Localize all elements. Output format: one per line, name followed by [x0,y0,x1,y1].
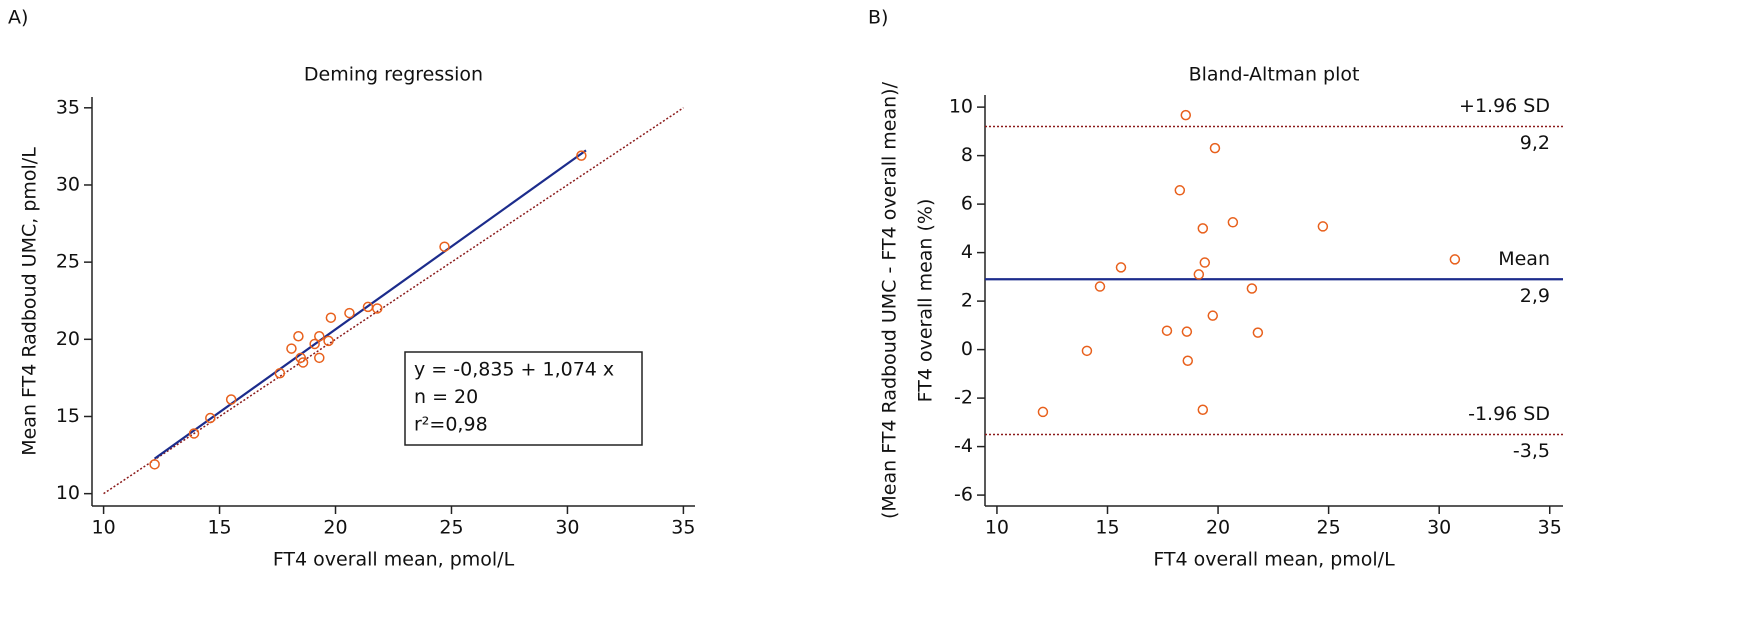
x-tick-label: 15 [207,517,231,539]
data-point [1252,327,1264,338]
y-tick-label: 2 [961,290,973,312]
x-tick-label: 30 [1427,517,1451,539]
annotation-text: n = 20 [414,386,478,408]
x-tick-label: 10 [92,517,116,539]
y-tick-label: 10 [56,482,80,504]
data-point [1209,142,1221,154]
data-point [225,394,237,405]
y-tick-label: 20 [56,328,80,350]
panel-label: B) [868,7,888,29]
data-point [286,343,297,354]
y-tick-label: 30 [56,173,80,195]
y-tick-label: 25 [56,251,80,273]
y-tick-label: 6 [961,193,973,215]
data-point [188,428,200,439]
data-point [1317,221,1329,232]
data-point [1181,326,1193,337]
x-tick-label: 20 [323,517,347,539]
y-axis-label: (Mean FT4 Radboud UMC - FT4 overall mean… [879,81,901,519]
reference-label: -1.96 SD [1468,403,1550,425]
data-point [314,330,325,342]
data-point [1199,257,1211,268]
chart-title: Deming regression [304,64,483,86]
data-point [1094,281,1106,292]
data-point [314,352,325,364]
x-axis-label: FT4 overall mean, pmol/L [273,549,515,571]
annotation-text: r²=0,98 [414,414,488,436]
data-point [1197,404,1209,415]
chart-title: Bland-Altman plot [1189,64,1360,86]
reference-label: +1.96 SD [1459,95,1550,117]
y-tick-label: -6 [954,484,973,506]
x-tick-label: 15 [1095,517,1119,539]
data-point [205,412,216,424]
x-tick-label: 25 [1317,517,1341,539]
data-point [1449,254,1461,265]
annotation-text: y = -0,835 + 1,074 x [414,359,614,381]
y-tick-label: -2 [954,387,973,409]
data-point [1227,217,1239,228]
y-tick-label: 35 [56,96,80,118]
data-point [1174,185,1186,196]
panel-label: A) [8,7,28,29]
data-point [293,330,304,342]
data-point [372,303,383,314]
data-point [576,150,587,161]
y-tick-label: -4 [954,435,973,457]
data-point [1193,269,1205,280]
x-tick-label: 35 [671,517,695,539]
data-point [297,357,309,368]
x-tick-label: 10 [985,517,1009,539]
reference-value: 2,9 [1520,285,1550,307]
data-point [325,312,337,323]
data-point [1246,283,1258,294]
data-point [344,307,355,319]
data-point [1115,262,1127,273]
x-tick-label: 20 [1206,517,1230,539]
data-point [1197,223,1209,234]
y-tick-label: 15 [56,405,80,427]
fit-line [103,107,684,495]
x-tick-label: 35 [1538,517,1562,539]
data-point [323,335,334,347]
data-point [1161,325,1173,336]
reference-label: Mean [1498,248,1550,270]
data-point [1182,355,1194,367]
data-point [309,338,320,350]
fit-line [153,149,587,460]
y-axis-label: Mean FT4 Radboud UMC, pmol/L [19,147,41,456]
reference-value: -3,5 [1513,440,1550,462]
data-point [1037,406,1049,418]
annotation-box [404,351,643,446]
data-point [1207,310,1219,321]
y-axis-label: FT4 overall mean (%) [915,199,937,403]
x-tick-label: 25 [439,517,463,539]
data-point [1180,109,1192,121]
y-tick-label: 0 [961,338,973,360]
data-point [439,241,450,252]
data-point [1081,345,1093,357]
x-tick-label: 30 [555,517,579,539]
data-point [149,459,160,470]
x-axis-label: FT4 overall mean, pmol/L [1153,549,1395,571]
y-tick-label: 8 [961,144,973,166]
y-tick-label: 4 [961,241,973,263]
reference-value: 9,2 [1520,132,1550,154]
y-tick-label: 10 [949,96,973,118]
data-point [274,368,286,379]
